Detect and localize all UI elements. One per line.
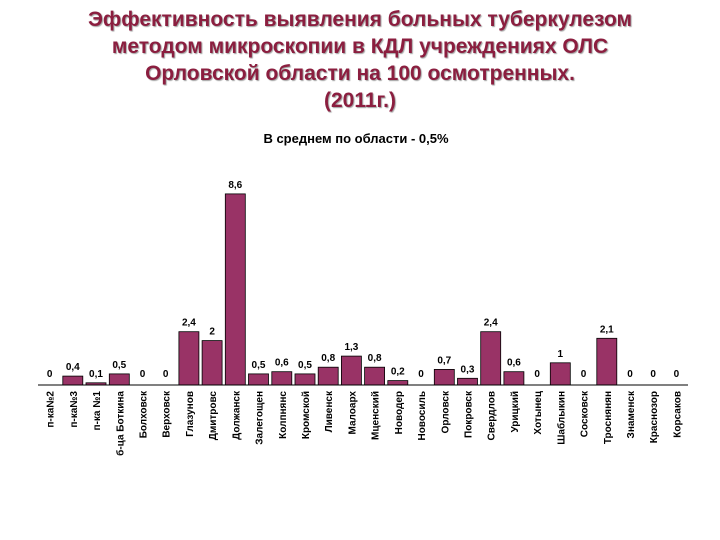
category-label: Мценский	[371, 391, 382, 440]
category-label: Новодер	[394, 391, 405, 434]
category-label: Шаблыкин	[555, 391, 567, 445]
bar	[224, 193, 246, 386]
category-label: Колпнянс	[278, 391, 289, 439]
title-line-3: Орловской области на 100 осмотренных.	[145, 62, 575, 85]
data-label: 0,5	[298, 360, 312, 371]
category-label: Кромской	[301, 391, 312, 439]
data-label: 0	[650, 369, 656, 380]
data-label: 0	[534, 369, 540, 380]
data-label: 0,2	[391, 367, 405, 378]
chart-title: В среднем по области - 0,5%	[263, 131, 449, 146]
bar	[317, 366, 339, 386]
category-label: Сосковск	[580, 390, 591, 437]
category-label: Знаменск	[626, 390, 637, 438]
slide-title: Эффективность выявления больных туберкул…	[0, 6, 720, 114]
category-label: Ливенск	[324, 390, 335, 432]
bar	[480, 331, 502, 386]
title-line-2: методом микроскопии в КДЛ учреждениях ОЛ…	[111, 35, 609, 58]
bar	[340, 355, 362, 386]
category-label: Новосиль	[417, 391, 428, 441]
category-label: б-ца Боткина	[114, 391, 126, 456]
title-line-4: (2011г.)	[323, 89, 397, 112]
data-label: 8,6	[228, 180, 242, 191]
category-label: п-ка №1	[92, 391, 103, 431]
data-label: 2	[209, 327, 215, 338]
bar	[549, 362, 571, 386]
bar	[364, 366, 386, 386]
data-label: 0,8	[368, 353, 382, 364]
bar	[201, 340, 223, 386]
bar	[457, 377, 478, 386]
bar	[271, 371, 293, 386]
bar	[108, 373, 130, 386]
bar	[294, 373, 316, 386]
data-label: 1,3	[344, 342, 358, 353]
category-label: Краснозор	[649, 391, 660, 443]
category-label: Верховск	[162, 390, 173, 438]
data-label: 0	[674, 369, 680, 380]
data-label: 0,6	[507, 358, 521, 369]
category-label: Хотынец	[533, 390, 544, 434]
data-label: 0,7	[437, 355, 451, 366]
data-label: 2,4	[484, 318, 498, 329]
data-label: 0,4	[66, 362, 80, 373]
category-label: Орловск	[440, 390, 451, 433]
data-label: 0	[140, 369, 146, 380]
category-label: Троснянян	[603, 391, 614, 444]
data-label: 2,4	[182, 318, 196, 329]
data-label: 0	[627, 369, 633, 380]
data-label: 0,8	[321, 353, 335, 364]
category-label: Свердлов	[487, 391, 498, 440]
data-label: 0,1	[89, 369, 103, 380]
category-label: Должанск	[231, 390, 242, 440]
bar	[433, 368, 455, 386]
data-label: 0	[418, 369, 424, 380]
data-label: 0,6	[275, 358, 289, 369]
bar	[62, 375, 84, 386]
category-label: п-ка№3	[69, 391, 80, 428]
data-label: 0	[163, 369, 169, 380]
category-label: Дмитровс	[208, 391, 219, 441]
category-label: Малоарх	[347, 391, 358, 435]
category-label: Урицкий	[510, 391, 521, 433]
data-label: 0,3	[461, 364, 475, 375]
category-label: Глазунов	[185, 391, 196, 437]
category-label: Корсаков	[672, 391, 683, 438]
data-label: 1	[558, 349, 564, 360]
bar	[387, 380, 409, 386]
bar	[178, 331, 200, 386]
category-label: Покровск	[464, 390, 475, 438]
title-line-1: Эффективность выявления больных туберкул…	[87, 8, 633, 31]
category-label: Болховск	[139, 390, 150, 438]
category-label: Залегощен	[255, 391, 266, 445]
data-label: 2,1	[600, 324, 614, 335]
category-label: п-ка№2	[46, 391, 57, 428]
data-label: 0	[47, 369, 53, 380]
bar	[248, 373, 269, 386]
bar	[596, 337, 618, 386]
data-label: 0,5	[112, 360, 126, 371]
data-label: 0,5	[252, 360, 266, 371]
bar	[503, 371, 525, 386]
data-label: 0	[581, 369, 587, 380]
